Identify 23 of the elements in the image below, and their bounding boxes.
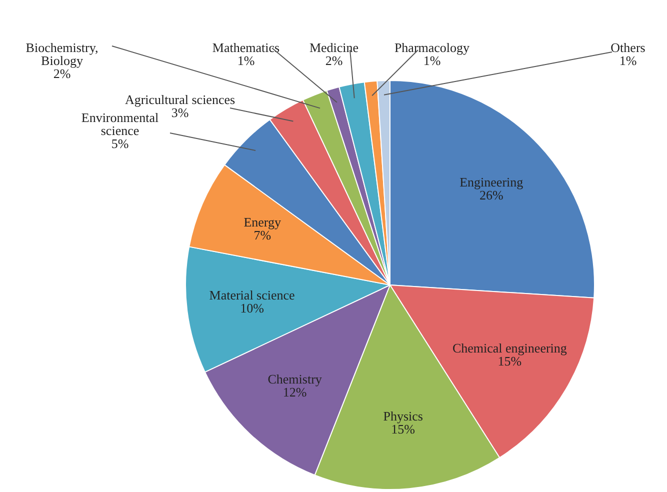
- data-label: 3%: [171, 104, 189, 120]
- slice-label: Medicine: [309, 40, 359, 55]
- data-label: 2%: [53, 66, 71, 81]
- slice-label: Chemistry: [268, 371, 322, 386]
- slice-label: Environmental science: [81, 110, 160, 138]
- slice-label: Material science: [209, 287, 296, 302]
- slice-label: Energy: [244, 214, 282, 230]
- slice-label: Engineering: [460, 174, 524, 190]
- slice-label: Physics: [383, 408, 423, 424]
- data-label: 1%: [619, 52, 637, 68]
- data-label: 2%: [325, 52, 343, 68]
- slice-label: Mathematics: [212, 40, 280, 55]
- data-label: 26%: [479, 188, 504, 203]
- data-label: 12%: [282, 384, 307, 400]
- data-label: 1%: [423, 52, 441, 68]
- slice-label: Pharmacology: [394, 40, 470, 55]
- slice-label: Agricultural sciences: [124, 92, 236, 107]
- slice-label: Others: [610, 40, 646, 55]
- slice-label: Chemical engineering: [452, 340, 568, 356]
- slice-label: Biochemistry, Biology: [26, 40, 98, 68]
- data-label: 10%: [240, 300, 264, 316]
- data-label: 1%: [237, 52, 255, 68]
- data-label: 5%: [111, 136, 129, 151]
